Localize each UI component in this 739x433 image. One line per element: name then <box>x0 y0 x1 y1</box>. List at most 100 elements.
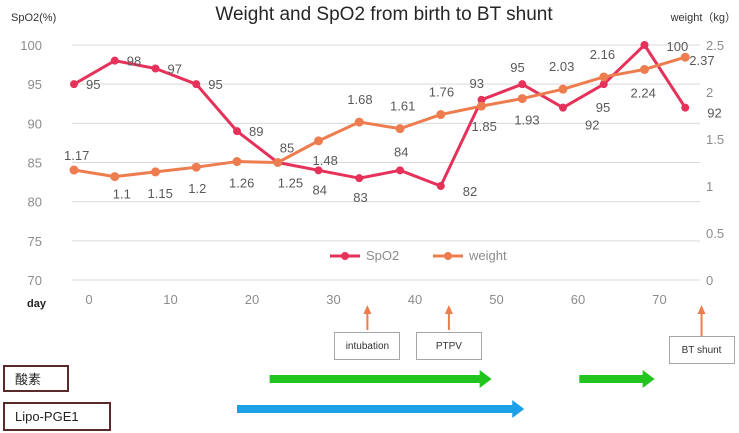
data-point-weight <box>314 136 323 146</box>
data-point-weight <box>680 52 690 62</box>
event-arrow-head <box>697 305 706 314</box>
right-tick-labels: 0 0.5 1 1.5 2 2.5 <box>706 38 724 288</box>
data-label-weight: 1.76 <box>429 85 454 100</box>
data-point-spo2 <box>233 127 241 136</box>
data-point-spo2 <box>355 174 364 183</box>
data-label-weight: 1.68 <box>347 92 372 107</box>
legend-label: SpO2 <box>366 248 399 263</box>
event-box: PTPV <box>415 332 482 360</box>
event-arrow-head <box>363 305 372 314</box>
data-label-spo2: 92 <box>585 118 599 133</box>
data-label-weight: 1.85 <box>472 119 497 134</box>
series-layer <box>69 41 690 190</box>
data-point-weight <box>517 94 527 104</box>
x-tick-label: 50 <box>489 292 503 307</box>
x-tick-label: 60 <box>571 292 585 307</box>
legend: SpO2 weight <box>330 248 507 263</box>
data-point-spo2 <box>640 41 649 49</box>
y-left-tick-label: 90 <box>28 116 42 131</box>
treatment-arrow-head <box>642 370 655 388</box>
data-label-weight: 1.48 <box>313 153 338 168</box>
event-box: intubation <box>334 332 401 360</box>
event-arrow-head <box>444 305 453 314</box>
data-label-weight: 2.03 <box>549 59 574 74</box>
data-point-spo2 <box>518 80 527 89</box>
data-label-weight: 2.16 <box>590 47 615 62</box>
data-label-weight: 1.61 <box>390 99 415 114</box>
y-right-tick-label: 1.5 <box>706 132 724 147</box>
data-point-weight <box>436 110 446 120</box>
data-label-weight: 2.24 <box>631 85 656 100</box>
x-tick-label: 20 <box>245 292 259 307</box>
data-label-spo2: 95 <box>208 77 222 92</box>
gridlines <box>72 44 700 281</box>
event-box: BT shunt <box>668 336 735 364</box>
left-axis-label: SpO2(%) <box>11 12 56 24</box>
x-tick-label: 0 <box>85 292 92 307</box>
data-label-spo2: 84 <box>394 144 408 159</box>
data-label-spo2: 82 <box>463 184 477 199</box>
data-labels: 95 98 97 95 89 85 84 83 84 82 93 95 92 95 100 92 1.17 1.1… <box>64 39 722 205</box>
data-point-spo2 <box>396 166 404 175</box>
data-label-spo2: 98 <box>127 54 141 69</box>
y-left-tick-label: 95 <box>28 77 42 92</box>
treatment-arrow-head <box>479 370 492 388</box>
data-label-spo2: 95 <box>510 60 524 75</box>
event-markers <box>363 305 706 336</box>
y-left-tick-label: 70 <box>28 273 42 288</box>
treatment-label-box: 酸素 <box>3 365 69 392</box>
series-line-weight <box>73 55 686 179</box>
data-point-weight <box>69 165 79 175</box>
data-label-spo2: 97 <box>168 62 182 77</box>
left-tick-labels: 70 75 80 85 90 95 100 <box>20 38 42 288</box>
legend-label: weight <box>468 248 507 263</box>
data-label-weight: 1.26 <box>229 176 254 191</box>
data-point-weight <box>354 117 364 127</box>
treatment-label-box: Lipo-PGE1 <box>3 402 111 431</box>
data-point-spo2 <box>436 182 445 190</box>
data-point-weight <box>395 124 405 134</box>
chart-title: Weight and SpO2 from birth to BT shunt <box>215 4 553 25</box>
x-tick-label: 70 <box>652 292 666 307</box>
data-point-spo2 <box>110 56 119 65</box>
y-right-tick-label: 2 <box>706 85 713 100</box>
data-point-spo2 <box>477 95 486 104</box>
x-axis-label: day <box>27 298 47 310</box>
y-left-tick-label: 80 <box>28 195 42 210</box>
data-point-spo2 <box>559 103 567 112</box>
data-label-spo2: 89 <box>249 124 263 139</box>
data-label-weight: 1.2 <box>188 181 206 196</box>
y-left-tick-label: 85 <box>28 156 42 171</box>
y-left-tick-label: 75 <box>28 234 42 249</box>
treatment-arrows <box>237 370 655 418</box>
data-point-spo2 <box>151 64 160 73</box>
legend-swatch-marker <box>341 252 349 260</box>
data-point-weight <box>599 72 609 82</box>
x-tick-label: 30 <box>326 292 340 307</box>
data-label-spo2: 100 <box>667 39 689 54</box>
data-label-weight: 2.37 <box>689 53 714 68</box>
data-point-weight <box>151 167 160 177</box>
data-label-spo2: 93 <box>470 76 484 91</box>
data-label-weight: 1.25 <box>278 176 303 191</box>
data-label-weight: 1.1 <box>113 187 131 202</box>
data-label-weight: 1.93 <box>514 113 539 128</box>
y-left-tick-label: 100 <box>20 38 42 53</box>
data-label-weight: 1.17 <box>64 148 89 163</box>
data-label-weight: 1.15 <box>148 186 173 201</box>
series-line-spo2 <box>73 43 687 188</box>
data-point-weight <box>191 162 201 172</box>
data-point-spo2 <box>599 80 608 89</box>
right-axis-label: weight（kg） <box>670 11 736 24</box>
y-right-tick-label: 0.5 <box>706 226 724 241</box>
y-right-tick-label: 0 <box>706 273 713 288</box>
data-label-spo2: 95 <box>596 100 610 115</box>
x-tick-labels: 0 10 20 30 40 50 60 70 <box>85 292 666 307</box>
data-point-weight <box>232 157 242 167</box>
treatment-arrow-head <box>512 400 525 418</box>
data-label-spo2: 95 <box>86 77 100 92</box>
data-point-spo2 <box>681 103 690 112</box>
data-label-spo2: 92 <box>707 106 721 121</box>
x-tick-label: 10 <box>163 292 177 307</box>
